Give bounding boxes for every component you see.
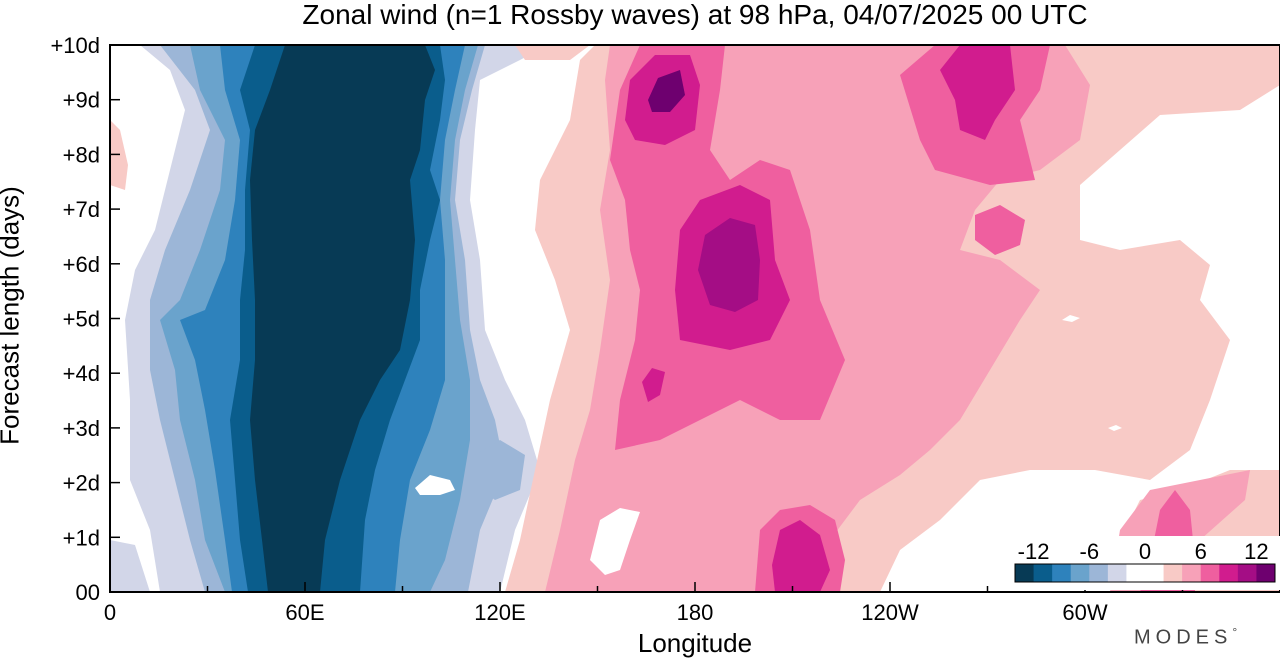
x-axis-label: Longitude (637, 628, 753, 658)
contour-band-pos-10 (698, 218, 760, 312)
contour-hole (1108, 425, 1122, 431)
x-axis: 0 60E 120E 180 120W 60W (104, 582, 1280, 625)
contour-band-neg-2-west (110, 540, 150, 592)
colorbar-swatch (1163, 564, 1183, 582)
colorbar-swatch (1015, 564, 1035, 582)
colorbar-swatch (1033, 564, 1053, 582)
colorbar-frame (1014, 563, 1276, 583)
colorbar-swatch (1126, 564, 1146, 582)
y-tick-label: +2d (63, 471, 100, 496)
y-tick-label: +3d (63, 416, 100, 441)
colorbar-swatch (1145, 564, 1165, 582)
y-tick-label: +6d (63, 252, 100, 277)
colorbar-label: -6 (1080, 539, 1100, 564)
y-tick-label: 00 (76, 580, 100, 605)
x-tick-label: 60W (1062, 600, 1107, 625)
colorbar-legend: -12 -6 0 6 12 (1008, 536, 1280, 590)
colorbar-swatch (1256, 564, 1276, 582)
x-tick-label: 180 (677, 600, 714, 625)
logo-mark: ° (1232, 625, 1238, 639)
contour-band-pos-8-ne (940, 45, 1015, 140)
x-tick-label: 120E (474, 600, 525, 625)
y-tick-label: +8d (63, 142, 100, 167)
colorbar-swatch (1052, 564, 1072, 582)
colorbar-label: 6 (1195, 539, 1207, 564)
contour-band-pos-8-dot (642, 368, 665, 402)
logo-text: MODES (1134, 626, 1233, 649)
contour-band-pos-8-low (772, 520, 830, 592)
contour-hole (590, 508, 640, 575)
colorbar-label: 0 (1139, 539, 1151, 564)
contour-hole (415, 475, 455, 495)
colorbar-swatch (1200, 564, 1220, 582)
contour-band-pos-2-top (515, 45, 590, 60)
contour-band-neg-4-patch (475, 440, 525, 500)
colorbar-swatch (1219, 564, 1239, 582)
contour-field (110, 45, 1280, 592)
y-tick-label: +4d (63, 361, 100, 386)
y-tick-label: +1d (63, 525, 100, 550)
contour-band-pos-6-mid (975, 205, 1025, 255)
colorbar-swatch (1107, 564, 1127, 582)
y-tick-label: +10d (50, 33, 100, 58)
colorbar-swatch (1182, 564, 1202, 582)
modes-logo: MODES° (1134, 625, 1237, 650)
colorbar-label: 12 (1244, 539, 1268, 564)
y-axis-label: Forecast length (days) (0, 186, 25, 445)
chart-title: Zonal wind (n=1 Rossby waves) at 98 hPa,… (302, 0, 1088, 30)
x-tick-label: 120W (861, 600, 919, 625)
colorbar-swatch (1070, 564, 1090, 582)
x-tick-label: 60E (285, 600, 324, 625)
colorbar-swatch (1089, 564, 1109, 582)
y-axis: 00 +1d +2d +3d +4d +5d +6d +7d +8d +9d +10d (50, 33, 120, 605)
contour-band-pos-12 (648, 70, 685, 112)
colorbar-label: -12 (1018, 539, 1050, 564)
contour-hole (1062, 315, 1080, 322)
x-tick-label: 0 (104, 600, 116, 625)
y-tick-label: +5d (63, 307, 100, 332)
y-tick-label: +7d (63, 197, 100, 222)
contour-band-neg-12 (250, 45, 435, 592)
y-tick-label: +9d (63, 88, 100, 113)
colorbar-swatch (1237, 564, 1257, 582)
